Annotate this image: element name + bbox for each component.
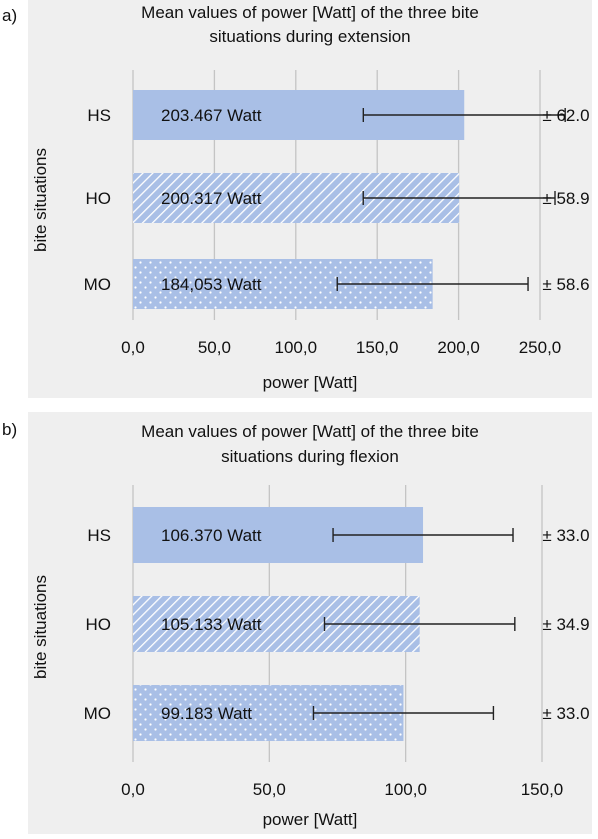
chart-title-line: situations during extension bbox=[209, 27, 410, 46]
chart-panel-extension: Mean values of power [Watt] of the three… bbox=[28, 0, 592, 398]
bar-value-label: 99.183 Watt bbox=[161, 704, 252, 723]
x-tick-label: 50,0 bbox=[198, 338, 231, 357]
x-axis-label: power [Watt] bbox=[263, 373, 358, 392]
category-label: HS bbox=[87, 106, 111, 125]
bar-value-label: 203.467 Watt bbox=[161, 106, 262, 125]
bar-value-label: 184,053 Watt bbox=[161, 275, 262, 294]
x-tick-label: 250,0 bbox=[519, 338, 562, 357]
x-tick-label: 150,0 bbox=[356, 338, 399, 357]
category-label: HO bbox=[86, 615, 112, 634]
x-axis-label: power [Watt] bbox=[263, 810, 358, 829]
y-axis-label: bite situations bbox=[31, 575, 50, 679]
category-label: MO bbox=[84, 275, 111, 294]
chart-title-line: Mean values of power [Watt] of the three… bbox=[141, 422, 479, 441]
bar-value-label: 106.370 Watt bbox=[161, 526, 262, 545]
y-axis-label: bite situations bbox=[31, 148, 50, 252]
bar-value-label: 200.317 Watt bbox=[161, 189, 262, 208]
chart-panel-flexion: Mean values of power [Watt] of the three… bbox=[28, 412, 592, 834]
category-label: MO bbox=[84, 704, 111, 723]
x-tick-label: 0,0 bbox=[121, 338, 145, 357]
error-label: ± 62.0 bbox=[542, 106, 589, 125]
error-label: ± 33.0 bbox=[542, 526, 589, 545]
error-label: ± 33.0 bbox=[542, 704, 589, 723]
category-label: HO bbox=[86, 189, 112, 208]
error-label: ± 34.9 bbox=[542, 615, 589, 634]
x-tick-label: 0,0 bbox=[121, 780, 145, 799]
chart-title-line: Mean values of power [Watt] of the three… bbox=[141, 3, 479, 22]
chart-title-line: situations during flexion bbox=[221, 447, 399, 466]
category-label: HS bbox=[87, 526, 111, 545]
panel-label-b: b) bbox=[2, 420, 18, 439]
error-label: ± 58.9 bbox=[542, 189, 589, 208]
x-tick-label: 100,0 bbox=[275, 338, 318, 357]
x-tick-label: 200,0 bbox=[437, 338, 480, 357]
chart-flexion-svg: Mean values of power [Watt] of the three… bbox=[31, 422, 590, 829]
panel-label-a: a) bbox=[2, 6, 18, 25]
x-tick-label: 50,0 bbox=[253, 780, 286, 799]
error-label: ± 58.6 bbox=[542, 275, 589, 294]
chart-extension-svg: Mean values of power [Watt] of the three… bbox=[31, 3, 590, 392]
bar-value-label: 105.133 Watt bbox=[161, 615, 262, 634]
x-tick-label: 100,0 bbox=[384, 780, 427, 799]
x-tick-label: 150,0 bbox=[521, 780, 564, 799]
